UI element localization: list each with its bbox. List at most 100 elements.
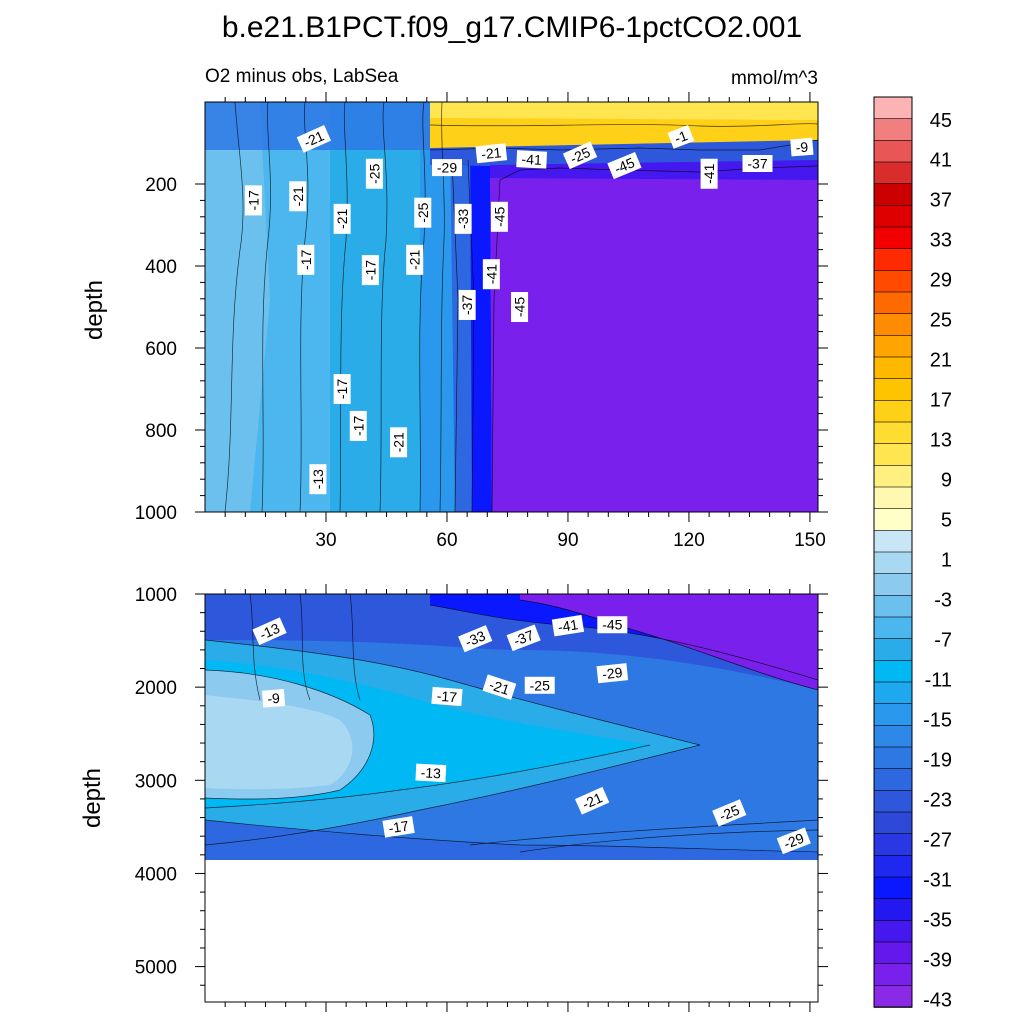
colorbar-swatch — [873, 226, 913, 250]
colorbar-label: 37 — [930, 190, 952, 212]
contour-label: -21 — [296, 125, 332, 153]
colorbar-swatch — [873, 855, 913, 878]
contour-label-text: -17 — [350, 416, 366, 436]
contour-label-text: -13 — [310, 469, 326, 489]
colorbar-label: 21 — [930, 350, 952, 372]
colorbar-swatch — [873, 790, 913, 813]
colorbar-swatch — [873, 270, 913, 293]
contour-label-box — [333, 374, 351, 404]
contour-label-text: -25 — [568, 144, 593, 167]
colorbar-swatch — [873, 118, 913, 142]
contour-label-text: -45 — [512, 297, 528, 317]
contour-label-box — [700, 158, 718, 189]
contour-label: -21 — [390, 427, 408, 458]
colorbar-label: -7 — [934, 630, 952, 652]
contour-label-text: -29 — [781, 830, 806, 852]
contour-label-box — [365, 158, 383, 189]
contour-label: -25 — [524, 676, 555, 694]
contour-label: -17 — [382, 816, 415, 838]
contour-label-box — [551, 614, 585, 637]
y-tick-label: 1000 — [135, 585, 177, 606]
bottom-panel: -13 -33 -37 -41 -45 -9 -17 -21 -25 -29 -13 -21 -25 -2… — [79, 584, 828, 1012]
contour-label-text: -21 — [391, 432, 407, 452]
contour-label-text: -17 — [334, 379, 350, 399]
colorbar-label: -19 — [923, 750, 952, 772]
top-panel: -21-25-17 -21-21 -25 -33 -45-29-21 -41 -25 -45-… — [81, 92, 828, 551]
colorbar-swatch — [873, 660, 913, 683]
panel-subtitle: O2 minus obs, LabSea — [205, 66, 399, 87]
contour-label-text: -21 — [407, 250, 423, 270]
contour-label-text: -25 — [717, 802, 742, 825]
bottom-plot-frame — [204, 593, 819, 1003]
contour-label: -41 — [551, 614, 585, 637]
colorbar-swatch — [873, 140, 913, 163]
contour-label: -1 — [667, 124, 695, 149]
contour-label-text: -25 — [366, 163, 382, 183]
y-tick-label: 400 — [145, 257, 177, 278]
top-x-axis: 30 60 90 120 150 — [224, 92, 826, 551]
contour-label-text: -41 — [701, 163, 717, 183]
contour-label: -13 — [415, 763, 447, 783]
contour-label-text: -29 — [437, 160, 457, 176]
colorbar-swatch — [873, 833, 913, 857]
contour-label-box — [607, 151, 642, 180]
bottom-x-axis — [224, 584, 811, 1012]
contour-label: -41 — [482, 259, 500, 290]
x-tick-label: 60 — [436, 530, 457, 551]
colorbar-label: 41 — [930, 150, 952, 172]
colorbar-swatch — [873, 898, 913, 922]
contour-label: -13 — [309, 464, 327, 495]
contour-label-box — [296, 125, 332, 153]
contour-label-text: -21 — [580, 789, 605, 812]
bottom-y-axis: 1000 2000 3000 4000 5000 — [135, 585, 828, 986]
colorbar-swatch — [873, 183, 913, 207]
y-tick-label: 200 — [145, 175, 177, 196]
colorbar-label: -15 — [923, 710, 952, 732]
contour-label-text: -17 — [436, 688, 458, 706]
figure-title: b.e21.B1PCT.f09_g17.CMIP6-1pctCO2.001 — [222, 11, 802, 44]
contour-label-box — [490, 201, 508, 232]
contour-label: -21 — [289, 181, 307, 212]
colorbar-label: -27 — [923, 830, 952, 852]
contour-label-box — [524, 676, 555, 694]
contour-label-box — [406, 244, 424, 275]
contour-label: -33 — [454, 203, 472, 234]
contour-label: -17 — [361, 255, 379, 286]
contour-label-text: -9 — [795, 139, 809, 156]
colorbar-swatch — [873, 941, 913, 965]
y-tick-label: 2000 — [135, 678, 177, 699]
colorbar-swatch — [873, 465, 913, 488]
contour-label: -25 — [712, 799, 747, 827]
contour-label: -41 — [700, 158, 718, 189]
colorbar-label: 17 — [930, 390, 952, 412]
y-tick-label: 5000 — [135, 958, 177, 979]
contour-label-text: -9 — [267, 690, 281, 707]
colorbar-swatch — [873, 161, 913, 185]
contour-label-box — [382, 816, 415, 838]
colorbar-label: 1 — [941, 550, 952, 572]
colorbar-label: -3 — [934, 590, 952, 612]
colorbar-swatch — [873, 725, 913, 748]
contour-label-box — [597, 616, 628, 634]
colorbar-swatch — [873, 963, 913, 987]
contour-label-text: -17 — [362, 260, 378, 280]
contour-label-text: -13 — [257, 620, 282, 643]
contour-label: -33 — [458, 625, 493, 653]
colorbar-label: 29 — [930, 270, 952, 292]
colorbar-swatch — [873, 573, 913, 597]
y-tick-label: 600 — [145, 339, 177, 360]
colorbar-label: -43 — [923, 990, 952, 1012]
contour-label-box — [776, 827, 811, 855]
bottom-y-axis-label: depth — [79, 768, 106, 828]
contour-label-box — [414, 197, 432, 228]
contour-label: -17 — [333, 374, 351, 404]
colorbar-label: 5 — [941, 510, 952, 532]
contour-label-box — [475, 143, 508, 164]
x-tick-label: 150 — [794, 530, 826, 551]
contour-label-text: -37 — [511, 627, 536, 649]
contour-label: -21 — [482, 674, 517, 700]
colorbar-swatch — [873, 746, 913, 770]
contour-label: -25 — [365, 158, 383, 189]
contour-label-box — [482, 674, 517, 700]
